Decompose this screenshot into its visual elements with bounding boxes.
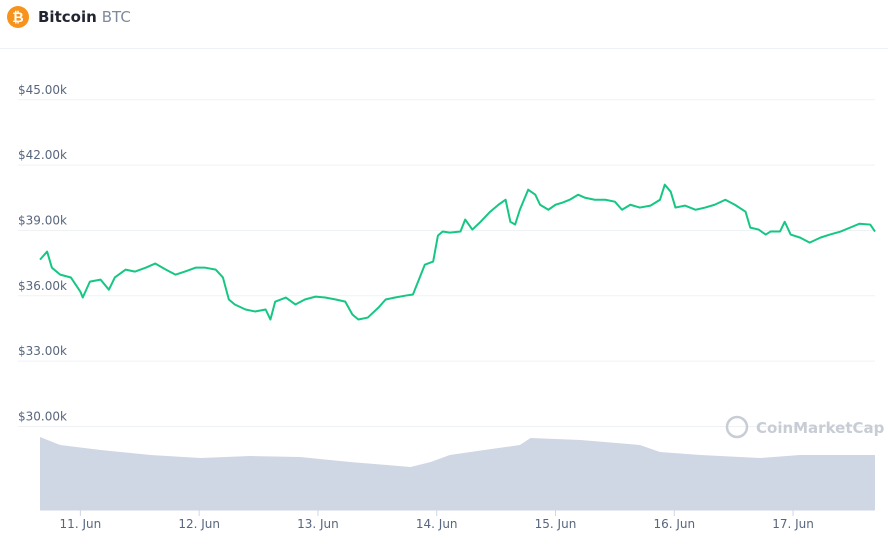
coin-icon: [7, 6, 29, 28]
coin-name: Bitcoin: [38, 8, 97, 26]
x-tick-label: 12. Jun: [178, 517, 220, 531]
grid: [18, 99, 875, 427]
line-layer: [39, 183, 876, 321]
coin-icon-glyph: ₿: [12, 10, 23, 26]
y-tick-label: $42.00k: [18, 148, 67, 162]
y-tick-label: $30.00k: [18, 409, 67, 423]
volume-area: [40, 437, 875, 510]
header-bar: [0, 0, 888, 48]
watermark-layer: CoinMarketCap: [725, 415, 885, 439]
axis-layer: $30.00k $33.00k $36.00k $39.00k $42.00k $45.0…: [18, 83, 875, 531]
price-line: [39, 183, 876, 321]
coin-symbol: BTC: [102, 8, 131, 26]
x-tick-label: 16. Jun: [653, 517, 695, 531]
x-tick-label: 14. Jun: [416, 517, 458, 531]
watermark: CoinMarketCap: [756, 419, 885, 437]
y-tick-label: $36.00k: [18, 279, 67, 293]
watermark-logo: [725, 415, 749, 439]
y-tick-label: $39.00k: [18, 213, 67, 227]
y-tick-label: $45.00k: [18, 83, 67, 97]
x-tick-label: 15. Jun: [535, 517, 577, 531]
y-tick-label: $33.00k: [18, 344, 67, 358]
volume-layer: [40, 437, 875, 510]
x-tick-label: 11. Jun: [60, 517, 102, 531]
x-tick-label: 17. Jun: [772, 517, 814, 531]
x-tick-label: 13. Jun: [297, 517, 339, 531]
